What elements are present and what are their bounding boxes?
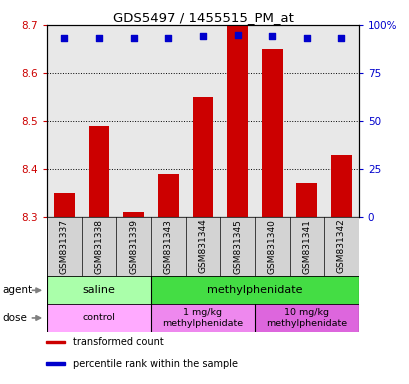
Text: transformed count: transformed count xyxy=(73,337,164,347)
Point xyxy=(234,31,240,38)
Bar xyxy=(324,217,358,276)
Point xyxy=(130,35,137,41)
Bar xyxy=(88,126,109,217)
Bar xyxy=(47,304,151,332)
Bar xyxy=(54,193,75,217)
Point xyxy=(303,35,309,41)
Text: methylphenidate: methylphenidate xyxy=(207,285,302,295)
Text: agent: agent xyxy=(2,285,32,295)
Bar xyxy=(47,276,151,304)
Bar xyxy=(220,217,254,276)
Bar xyxy=(151,276,358,304)
Bar xyxy=(151,217,185,276)
Text: GSM831342: GSM831342 xyxy=(336,219,345,273)
Text: GSM831344: GSM831344 xyxy=(198,219,207,273)
Text: 1 mg/kg
methylphenidate: 1 mg/kg methylphenidate xyxy=(162,308,243,328)
Bar xyxy=(192,97,213,217)
Point xyxy=(268,33,275,40)
Point xyxy=(165,35,171,41)
Bar xyxy=(289,217,324,276)
Bar xyxy=(185,217,220,276)
Bar xyxy=(254,304,358,332)
Bar xyxy=(45,341,65,343)
Title: GDS5497 / 1455515_PM_at: GDS5497 / 1455515_PM_at xyxy=(112,11,293,24)
Text: GSM831341: GSM831341 xyxy=(301,219,310,274)
Bar xyxy=(45,362,65,365)
Text: dose: dose xyxy=(2,313,27,323)
Bar xyxy=(47,217,81,276)
Point xyxy=(199,33,206,40)
Text: GSM831340: GSM831340 xyxy=(267,219,276,274)
Bar xyxy=(296,184,317,217)
Bar xyxy=(330,155,351,217)
Text: GSM831343: GSM831343 xyxy=(164,219,173,274)
Text: GSM831337: GSM831337 xyxy=(60,219,69,274)
Text: percentile rank within the sample: percentile rank within the sample xyxy=(73,359,238,369)
Bar xyxy=(81,217,116,276)
Text: 10 mg/kg
methylphenidate: 10 mg/kg methylphenidate xyxy=(265,308,346,328)
Text: GSM831345: GSM831345 xyxy=(232,219,241,274)
Bar xyxy=(254,217,289,276)
Text: GSM831338: GSM831338 xyxy=(94,219,103,274)
Bar xyxy=(116,217,151,276)
Bar xyxy=(227,25,247,217)
Point xyxy=(96,35,102,41)
Point xyxy=(61,35,67,41)
Text: GSM831339: GSM831339 xyxy=(129,219,138,274)
Text: saline: saline xyxy=(83,285,115,295)
Bar xyxy=(123,212,144,217)
Bar xyxy=(261,49,282,217)
Point xyxy=(337,35,344,41)
Bar xyxy=(157,174,178,217)
Text: control: control xyxy=(83,313,115,323)
Bar xyxy=(151,304,254,332)
